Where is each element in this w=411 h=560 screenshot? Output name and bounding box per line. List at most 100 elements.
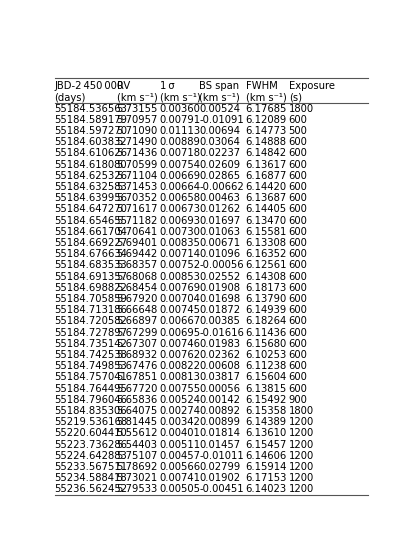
Text: 55184.610626: 55184.610626 [55, 148, 127, 158]
Text: 0.00822: 0.00822 [159, 361, 201, 371]
Text: 6.15581: 6.15581 [246, 227, 287, 237]
Text: 0.01983: 0.01983 [199, 339, 240, 349]
Text: 5.68357: 5.68357 [117, 260, 158, 270]
Text: RV: RV [117, 81, 130, 91]
Text: 55184.735142: 55184.735142 [55, 339, 127, 349]
Text: 55184.597270: 55184.597270 [55, 126, 127, 136]
Text: 0.00566: 0.00566 [159, 462, 201, 472]
Text: 600: 600 [289, 384, 307, 394]
Text: 6.12561: 6.12561 [246, 260, 287, 270]
Text: 5.68932: 5.68932 [117, 350, 158, 360]
Text: 0.00142: 0.00142 [199, 395, 240, 405]
Text: 600: 600 [289, 339, 307, 349]
Text: 0.00457: 0.00457 [159, 451, 201, 461]
Text: 0.00671: 0.00671 [199, 238, 240, 248]
Text: 600: 600 [289, 283, 307, 293]
Text: 55184.742538: 55184.742538 [55, 350, 127, 360]
Text: 0.00511: 0.00511 [159, 440, 201, 450]
Text: 0.02552: 0.02552 [199, 272, 241, 282]
Text: 6.14939: 6.14939 [246, 305, 287, 315]
Text: 600: 600 [289, 372, 307, 382]
Text: 600: 600 [289, 193, 307, 203]
Text: 0.01063: 0.01063 [199, 227, 240, 237]
Text: 55184.661704: 55184.661704 [55, 227, 127, 237]
Text: 6.15358: 6.15358 [246, 406, 287, 416]
Text: 600: 600 [289, 227, 307, 237]
Text: 600: 600 [289, 294, 307, 304]
Text: 55184.676634: 55184.676634 [55, 249, 127, 259]
Text: 5.64075: 5.64075 [117, 406, 158, 416]
Text: (km s⁻¹): (km s⁻¹) [117, 92, 157, 102]
Text: 55184.647270: 55184.647270 [55, 204, 127, 214]
Text: FWHM: FWHM [246, 81, 277, 91]
Text: 0.00463: 0.00463 [199, 193, 240, 203]
Text: 0.00889: 0.00889 [159, 137, 201, 147]
Text: 6.12089: 6.12089 [246, 115, 287, 125]
Text: 55220.604410: 55220.604410 [55, 428, 127, 438]
Text: 0.00695: 0.00695 [159, 328, 201, 338]
Text: 0.00360: 0.00360 [159, 104, 201, 114]
Text: 5.73155: 5.73155 [117, 104, 158, 114]
Text: 5.70599: 5.70599 [117, 160, 158, 170]
Text: 5.66648: 5.66648 [117, 305, 158, 315]
Text: 55184.757041: 55184.757041 [55, 372, 127, 382]
Text: 0.00769: 0.00769 [159, 283, 201, 293]
Text: 5.81445: 5.81445 [117, 417, 158, 427]
Text: 6.16352: 6.16352 [246, 249, 287, 259]
Text: 6.15604: 6.15604 [246, 372, 287, 382]
Text: (s): (s) [289, 92, 302, 102]
Text: 5.54403: 5.54403 [117, 440, 158, 450]
Text: 6.13815: 6.13815 [246, 384, 287, 394]
Text: 600: 600 [289, 238, 307, 248]
Text: 5.75107: 5.75107 [117, 451, 158, 461]
Text: 6.13308: 6.13308 [246, 238, 287, 248]
Text: 6.14405: 6.14405 [246, 204, 287, 214]
Text: 5.69401: 5.69401 [117, 238, 158, 248]
Text: 5.71182: 5.71182 [117, 216, 158, 226]
Text: 0.01908: 0.01908 [199, 283, 240, 293]
Text: 1200: 1200 [289, 484, 314, 494]
Text: 6.18264: 6.18264 [246, 316, 287, 326]
Text: 5.71490: 5.71490 [117, 137, 158, 147]
Text: 600: 600 [289, 216, 307, 226]
Text: 6.13470: 6.13470 [246, 216, 287, 226]
Text: 600: 600 [289, 137, 307, 147]
Text: 0.00664: 0.00664 [159, 182, 201, 192]
Text: 0.03817: 0.03817 [199, 372, 240, 382]
Text: 0.00714: 0.00714 [159, 249, 201, 259]
Text: 0.00835: 0.00835 [159, 238, 201, 248]
Text: 6.14420: 6.14420 [246, 182, 287, 192]
Text: 6.16877: 6.16877 [246, 171, 287, 181]
Text: -0.01616: -0.01616 [199, 328, 245, 338]
Text: 6.14842: 6.14842 [246, 148, 287, 158]
Text: 55219.536168: 55219.536168 [55, 417, 128, 427]
Text: 0.00056: 0.00056 [199, 384, 240, 394]
Text: 0.00853: 0.00853 [159, 272, 201, 282]
Text: 5.71104: 5.71104 [117, 171, 158, 181]
Text: -0.00662: -0.00662 [199, 182, 244, 192]
Text: 5.55612: 5.55612 [117, 428, 158, 438]
Text: 55184.720582: 55184.720582 [55, 316, 127, 326]
Text: 600: 600 [289, 305, 307, 315]
Text: 55224.642883: 55224.642883 [55, 451, 127, 461]
Text: 5.67307: 5.67307 [117, 339, 158, 349]
Text: 1200: 1200 [289, 440, 314, 450]
Text: 0.00667: 0.00667 [159, 316, 201, 326]
Text: 600: 600 [289, 182, 307, 192]
Text: 5.71617: 5.71617 [117, 204, 158, 214]
Text: 6.10253: 6.10253 [246, 350, 287, 360]
Text: 6.13617: 6.13617 [246, 160, 287, 170]
Text: 600: 600 [289, 350, 307, 360]
Text: 55233.567511: 55233.567511 [55, 462, 128, 472]
Text: (km s⁻¹): (km s⁻¹) [246, 92, 286, 102]
Text: 5.65836: 5.65836 [117, 395, 158, 405]
Text: 6.13687: 6.13687 [246, 193, 287, 203]
Text: 55184.705859: 55184.705859 [55, 294, 127, 304]
Text: 0.01697: 0.01697 [199, 216, 241, 226]
Text: 0.01698: 0.01698 [199, 294, 240, 304]
Text: 0.02237: 0.02237 [199, 148, 240, 158]
Text: 6.14389: 6.14389 [246, 417, 287, 427]
Text: 6.13790: 6.13790 [246, 294, 287, 304]
Text: 0.00813: 0.00813 [159, 372, 201, 382]
Text: 0.00899: 0.00899 [199, 417, 240, 427]
